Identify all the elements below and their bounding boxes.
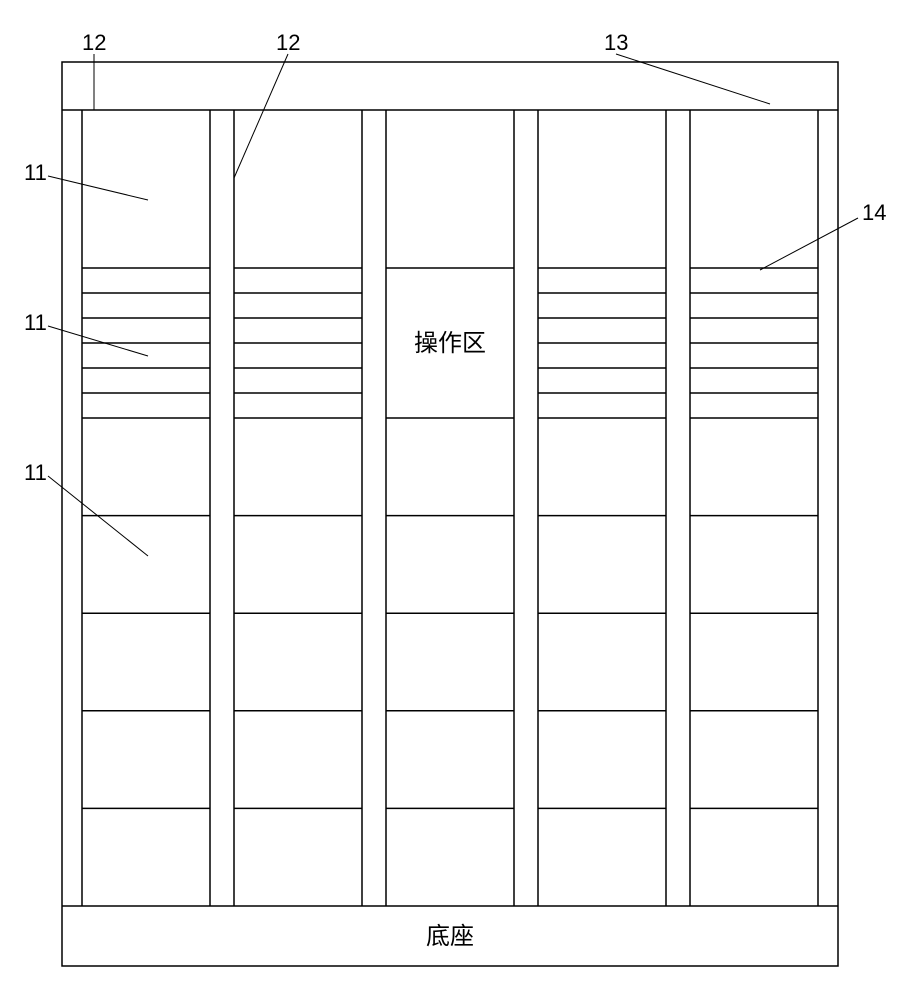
label-11b: 11	[24, 310, 47, 335]
label-11a: 11	[24, 160, 47, 185]
label-12a: 12	[82, 30, 106, 55]
label-11c: 11	[24, 460, 47, 485]
operation-area-label: 操作区	[414, 330, 486, 357]
label-12b: 12	[276, 30, 300, 55]
leader-11a	[48, 176, 148, 200]
leader-14	[760, 218, 858, 270]
label-14: 14	[862, 200, 886, 225]
outer-frame	[62, 62, 838, 966]
label-13: 13	[604, 30, 628, 55]
base-label: 底座	[426, 923, 474, 950]
leader-12b	[234, 54, 288, 178]
leader-11b	[48, 326, 148, 356]
